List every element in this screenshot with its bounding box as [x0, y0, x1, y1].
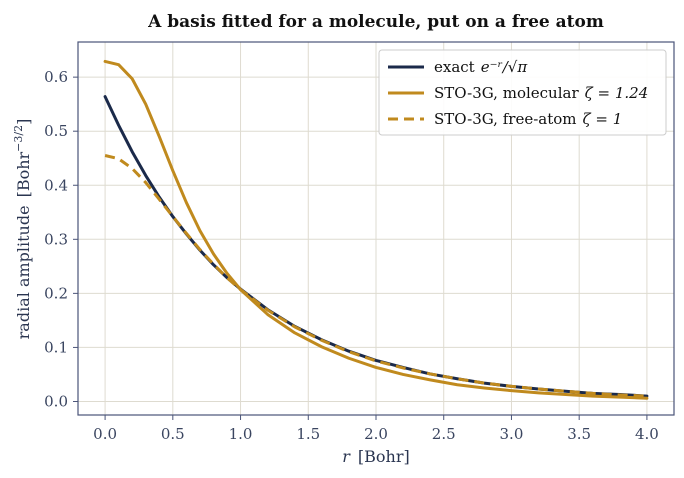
x-axis-unit: [Bohr]	[358, 447, 410, 466]
x-tick-label: 3.0	[500, 425, 524, 443]
x-tick-label: 4.0	[635, 425, 659, 443]
y-axis-unit-exponent: −3/2	[12, 125, 25, 152]
y-axis-ticks: 0.0 0.1 0.2 0.3 0.4 0.5 0.6	[44, 68, 78, 410]
x-tick-label: 0.0	[93, 425, 117, 443]
x-tick-label: 2.0	[364, 425, 388, 443]
y-tick-label: 0.2	[44, 284, 68, 302]
legend-label-molecular: STO-3G, molecular ζ = 1.24	[434, 84, 648, 102]
y-tick-label: 0.3	[44, 230, 68, 248]
x-tick-label: 2.5	[432, 425, 456, 443]
y-tick-label: 0.6	[44, 68, 68, 86]
x-axis-variable: r	[342, 447, 351, 466]
series-lines	[103, 59, 649, 400]
series-line-molecular	[103, 59, 649, 400]
x-axis-label: r [Bohr]	[342, 447, 409, 466]
x-tick-label: 1.0	[229, 425, 253, 443]
x-tick-label: 3.5	[567, 425, 591, 443]
legend-box	[378, 49, 667, 136]
legend-label-exact: exact e⁻ʳ/√π	[434, 58, 528, 76]
legend-label-free-atom: STO-3G, free-atom ζ = 1	[434, 110, 622, 128]
legend: exact e⁻ʳ/√π STO-3G, molecular ζ = 1.24 STO-…	[378, 49, 667, 136]
y-tick-label: 0.0	[44, 392, 68, 410]
x-tick-label: 0.5	[161, 425, 185, 443]
series-line-free-atom	[104, 154, 647, 398]
y-axis-unit: [Bohr	[14, 151, 33, 197]
x-tick-label: 1.5	[296, 425, 320, 443]
y-tick-label: 0.5	[44, 122, 68, 140]
y-tick-label: 0.4	[44, 176, 68, 194]
y-axis-unit-close: ]	[14, 119, 33, 125]
x-axis-ticks: 0.0 0.5 1.0 1.5 2.0 2.5 3.0 3.5 4.0	[93, 415, 659, 443]
y-axis-text: radial amplitude	[14, 205, 33, 339]
y-tick-label: 0.1	[44, 338, 68, 356]
y-axis-label: radial amplitude [Bohr−3/2]	[12, 119, 33, 340]
chart-title: A basis fitted for a molecule, put on a …	[147, 12, 604, 32]
